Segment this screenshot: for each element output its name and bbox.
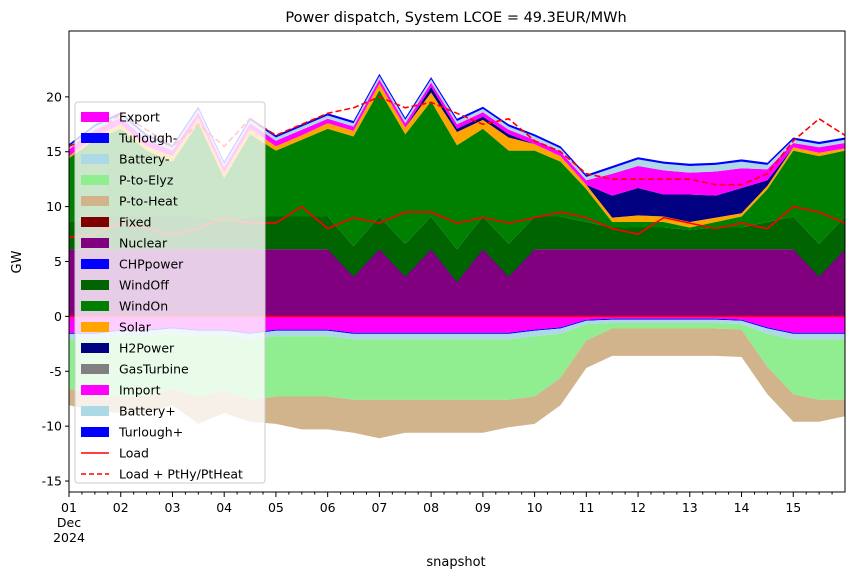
legend-swatch-gasturbine [81, 364, 109, 374]
chart-title: Power dispatch, System LCOE = 49.3EUR/MW… [285, 10, 626, 26]
x-tick-label: 13 [682, 500, 698, 515]
legend-label-p-to-elyz: P-to-Elyz [119, 173, 174, 188]
legend-label-solar: Solar [119, 320, 152, 335]
legend-swatch-turlough [81, 427, 109, 437]
x-tick-label: 06 [320, 500, 336, 515]
legend-swatch-nuclear [81, 238, 109, 248]
legend-swatch-solar [81, 322, 109, 332]
x-tick-label: 01 [61, 500, 77, 515]
x-tick-label: 08 [423, 500, 439, 515]
y-tick-label: 20 [46, 89, 62, 104]
x-tick-label: 07 [371, 500, 387, 515]
legend-label-battery: Battery+ [119, 404, 176, 419]
legend-label-chppower: CHPpower [119, 257, 184, 272]
y-tick-label: -15 [42, 474, 62, 489]
legend: Export Turlough- Battery- P-to-Elyz P-to-Hea… [74, 101, 266, 484]
legend-label-gasturbine: GasTurbine [119, 362, 189, 377]
y-axis-label: GW [10, 250, 25, 273]
legend-label-h2power: H2Power [119, 341, 175, 356]
x-tick-label: 02 [113, 500, 129, 515]
x-tick-label: 11 [578, 500, 594, 515]
y-tick-label: 15 [46, 144, 62, 159]
legend-swatch-import [81, 385, 109, 395]
legend-swatch-p-to-heat [81, 196, 109, 206]
y-tick-label: 10 [46, 199, 62, 214]
legend-label-nuclear: Nuclear [119, 236, 168, 251]
x-tick-label: 09 [475, 500, 491, 515]
y-tick-label: 5 [54, 254, 62, 269]
x-tick-label: Dec [57, 515, 81, 530]
legend-swatch-fixed [81, 217, 109, 227]
legend-label-turlough: Turlough+ [118, 425, 183, 440]
y-axis: -15 -10 -5 0 5 10 15 20 [42, 89, 69, 489]
y-tick-label: -10 [42, 419, 62, 434]
y-tick-label: -5 [50, 364, 62, 379]
legend-swatch-h2power [81, 343, 109, 353]
legend-swatch-p-to-elyz [81, 175, 109, 185]
legend-label-windoff: WindOff [119, 278, 169, 293]
legend-swatch-turlough [81, 133, 109, 143]
legend-label-fixed: Fixed [119, 215, 151, 230]
legend-label-turlough: Turlough- [118, 131, 177, 146]
x-tick-label: 04 [216, 500, 232, 515]
legend-label-export: Export [119, 110, 160, 125]
x-tick-label: 12 [630, 500, 646, 515]
legend-swatch-battery [81, 406, 109, 416]
legend-swatch-battery [81, 154, 109, 164]
legend-label-load: Load [119, 446, 149, 461]
legend-label-battery: Battery- [119, 152, 170, 167]
legend-swatch-export [81, 112, 109, 122]
legend-frame [74, 101, 266, 484]
x-tick-label: 10 [527, 500, 543, 515]
legend-swatch-chppower [81, 259, 109, 269]
x-tick-label: 05 [268, 500, 284, 515]
legend-swatch-windoff [81, 280, 109, 290]
x-tick-label: 14 [734, 500, 750, 515]
x-axis-label: snapshot [426, 555, 485, 570]
y-tick-label: 0 [54, 309, 62, 324]
x-tick-label: 2024 [53, 530, 85, 545]
legend-label-p-to-heat: P-to-Heat [119, 194, 178, 209]
legend-swatch-windon [81, 301, 109, 311]
legend-label-windon: WindOn [119, 299, 168, 314]
legend-label-import: Import [119, 383, 161, 398]
legend-label-load-pthy-ptheat: Load + PtHy/PtHeat [119, 467, 243, 482]
x-tick-label: 03 [165, 500, 181, 515]
x-tick-label: 15 [785, 500, 801, 515]
